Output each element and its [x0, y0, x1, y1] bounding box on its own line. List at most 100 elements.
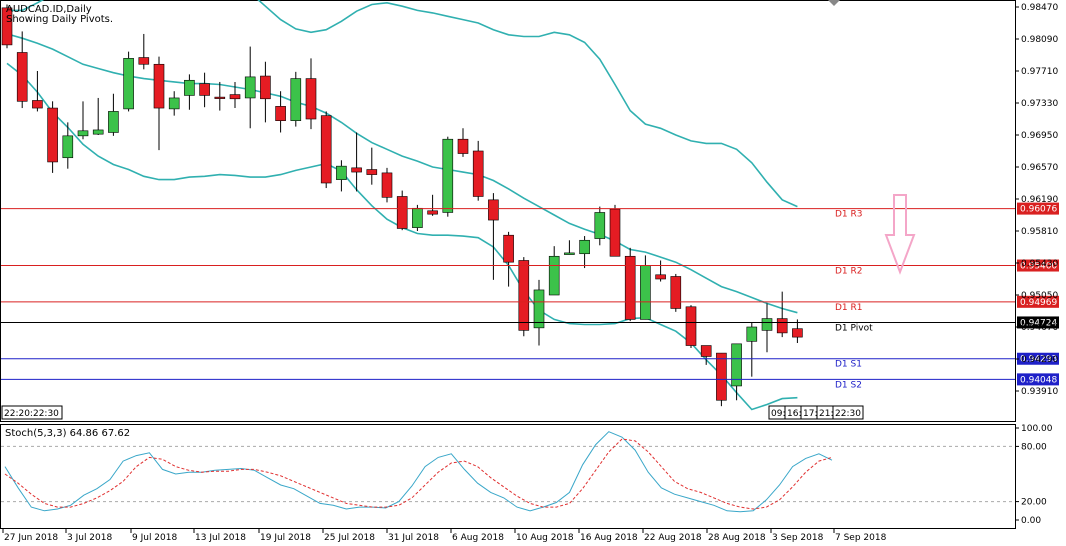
- candle-body: [640, 265, 651, 320]
- price-tick-label: 0.98470: [1021, 3, 1058, 13]
- pivot-lines: D1 R3 0.96076 D1 R2 0.95400 D1 R1 0.94969 D1 P…: [1, 202, 1059, 390]
- stochastic-pane: Stoch(5,3,3) 64.86 67.62: [0, 424, 1016, 529]
- time-tick-label: 27 Jun 2018: [4, 533, 58, 543]
- candle-body: [275, 106, 286, 121]
- pivot-name-label: D1 R2: [835, 267, 863, 277]
- candle: [457, 128, 469, 157]
- pivot-d1-r2: D1 R2 0.95400: [1, 259, 1059, 277]
- candle: [564, 240, 575, 255]
- band-middle-line: [6, 33, 798, 314]
- candle: [442, 136, 454, 217]
- candle-body: [153, 63, 165, 109]
- price-tick-label: 0.97330: [1021, 99, 1058, 109]
- candle: [1, 4, 13, 49]
- candle-body: [336, 165, 347, 180]
- time-tick-label: 25 Jul 2018: [324, 533, 375, 543]
- pivot-name-label: D1 R3: [835, 210, 863, 220]
- candle-body: [290, 78, 302, 121]
- candle-body: [488, 199, 499, 221]
- candle: [700, 345, 712, 365]
- candle-body: [366, 169, 378, 175]
- candle-body: [229, 94, 241, 100]
- time-badge-text: 17:: [803, 409, 817, 419]
- candle: [320, 111, 332, 189]
- candle-body: [685, 306, 697, 346]
- time-badge-text: 22:30: [835, 409, 861, 419]
- pivot-price-box: [1017, 373, 1059, 386]
- stoch-lines: [4, 431, 833, 513]
- candle: [92, 97, 104, 135]
- candle-body: [503, 234, 514, 263]
- time-badge-text: 21:: [819, 409, 833, 419]
- candle-body: [77, 130, 89, 137]
- candle: [77, 101, 89, 140]
- pivot-price-box: [1017, 352, 1059, 365]
- price-tick-label: 0.94670: [1021, 323, 1058, 333]
- candle-body: [260, 75, 271, 100]
- time-tick-label: 9 Jul 2018: [132, 533, 177, 543]
- candle: [472, 140, 484, 201]
- candle: [366, 147, 378, 185]
- candle-body: [305, 78, 317, 120]
- pivot-d1-r1: D1 R1 0.94969: [1, 295, 1059, 313]
- candle: [214, 81, 226, 111]
- candle: [776, 291, 788, 338]
- candle-body: [427, 210, 438, 215]
- pivot-name-label: D1 S2: [835, 380, 862, 390]
- time-tick-label: 13 Jul 2018: [195, 533, 246, 543]
- candle-body: [746, 326, 758, 342]
- pivot-price-label: 0.95400: [1020, 262, 1057, 272]
- candle: [184, 74, 195, 110]
- price-tick-label: 0.93910: [1021, 387, 1058, 397]
- time-tick-label: 19 Jul 2018: [260, 533, 311, 543]
- candle: [62, 122, 74, 169]
- candle: [123, 51, 134, 112]
- pivot-price-label: 0.94724: [1020, 318, 1057, 328]
- candle-body: [92, 129, 104, 135]
- candle-body: [609, 208, 621, 257]
- candle: [609, 204, 621, 257]
- candle-body: [199, 83, 210, 96]
- candle: [199, 72, 210, 108]
- pivot-price-box: [1017, 202, 1059, 215]
- price-tick-label: 0.95430: [1021, 259, 1058, 269]
- price-tick-label: 0.96190: [1021, 195, 1058, 205]
- candle: [518, 257, 530, 337]
- pivot-price-box: [1017, 316, 1059, 329]
- candle: [32, 71, 43, 112]
- stoch-frame: [0, 424, 1016, 529]
- candle-body: [670, 276, 682, 309]
- candle: [670, 273, 682, 312]
- candle-body: [244, 76, 256, 99]
- candle-body: [548, 255, 560, 296]
- price-tick-label: 0.94290: [1021, 355, 1058, 365]
- stoch-header: Stoch(5,3,3) 64.86 67.62: [5, 428, 130, 439]
- candle-body: [47, 107, 58, 163]
- symbol-title: AUDCAD.ID,Daily: [6, 4, 92, 15]
- candle-body: [564, 252, 575, 255]
- time-tick-label: 10 Aug 2018: [516, 533, 574, 543]
- candle: [548, 246, 560, 296]
- candle-body: [396, 196, 408, 229]
- candle: [594, 206, 606, 246]
- time-badge-left: 22:20:22:30: [1, 405, 63, 420]
- candle-body: [533, 289, 545, 329]
- candle: [351, 132, 362, 192]
- stoch-tick-label: 100.00: [1021, 424, 1053, 434]
- time-badges-right: 09: 16: 17: 21: 22:30: [768, 405, 864, 420]
- candle: [655, 260, 666, 282]
- time-tick-label: 22 Aug 2018: [644, 533, 702, 543]
- time-tick-label: 16 Aug 2018: [580, 533, 638, 543]
- candle: [533, 279, 545, 346]
- candle-body: [579, 239, 590, 255]
- candle: [396, 190, 408, 231]
- candle-body: [320, 115, 332, 184]
- pivot-name-label: D1 R1: [835, 303, 863, 313]
- candle-body: [716, 352, 727, 401]
- price-tick-label: 0.96950: [1021, 131, 1058, 141]
- chart-shift-marker: [828, 0, 840, 6]
- pivot-d1-s2: D1 S2 0.94048: [1, 373, 1059, 390]
- candle-body: [381, 172, 393, 198]
- stoch-signal-line: [4, 438, 833, 510]
